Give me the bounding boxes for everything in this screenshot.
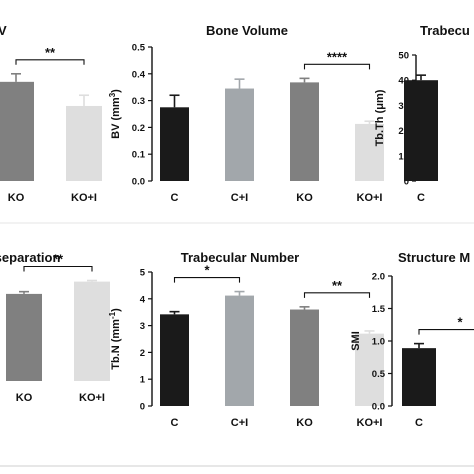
x-tick-label: KO <box>296 192 313 204</box>
significance-label: * <box>457 315 463 330</box>
y-axis-label: SMI <box>350 331 362 351</box>
significance-label: ** <box>53 252 64 267</box>
y-tick-label: 0.3 <box>132 96 145 107</box>
bar <box>0 81 34 181</box>
bar <box>225 88 254 181</box>
chart-title: Structure M <box>398 250 470 265</box>
significance-label: ** <box>332 278 343 293</box>
x-tick-label: KO+I <box>357 417 383 429</box>
chart-panel-1: TV KO KO+I ** <box>0 23 102 204</box>
bar <box>404 80 438 181</box>
y-tick-label: 10 <box>398 151 409 162</box>
y-tick-label: 30 <box>398 101 409 112</box>
x-tick-label: KO+I <box>79 392 105 404</box>
bar <box>355 333 384 406</box>
bar <box>74 281 110 381</box>
x-tick-label: C+I <box>231 192 248 204</box>
bar <box>66 105 102 181</box>
y-tick-label: 0 <box>140 402 145 413</box>
significance-label: * <box>204 263 210 278</box>
chart-title: r separation <box>0 250 60 265</box>
chart-title: Trabecular Number <box>181 250 300 265</box>
bar <box>160 107 189 181</box>
chart-title: Trabecu <box>420 23 470 38</box>
y-axis-label: Tb.N (mm-1) <box>108 308 123 370</box>
significance-bracket <box>303 63 371 70</box>
y-tick-label: 5 <box>140 268 146 279</box>
x-tick-label: KO <box>8 192 25 204</box>
x-tick-label: KO+I <box>357 192 383 204</box>
bar <box>160 314 189 406</box>
y-tick-label: 1 <box>140 375 146 386</box>
significance-bracket <box>303 292 371 298</box>
y-tick-label: 0 <box>404 177 409 188</box>
bar <box>355 123 384 181</box>
y-axis-label: BV (mm3) <box>108 89 123 139</box>
y-tick-label: 4 <box>140 294 146 305</box>
significance-label: ** <box>45 45 56 60</box>
significance-bracket <box>23 265 93 272</box>
chart-panel-2: Bone Volume 0.0 0.1 0.2 0.3 0.4 0.5 BV (mm3) C C+… <box>108 23 384 204</box>
chart-title: Bone Volume <box>206 23 288 38</box>
significance-label: **** <box>327 49 348 64</box>
x-tick-label: C+I <box>231 417 248 429</box>
x-tick-label: C <box>171 192 179 204</box>
y-tick-label: 0.4 <box>132 69 146 80</box>
x-tick-label: KO <box>16 392 33 404</box>
x-tick-label: KO+I <box>71 192 97 204</box>
significance-bracket <box>418 329 474 335</box>
y-tick-label: 2.0 <box>372 272 385 283</box>
y-tick-label: 0.5 <box>132 43 146 54</box>
bar <box>225 295 254 406</box>
y-tick-label: 0.1 <box>132 150 146 161</box>
chart-panel-6: Structure M0.00.51.01.52.0SMICC+* <box>350 250 474 429</box>
bar <box>402 348 436 406</box>
y-axis-label: Tb.Th (μm) <box>374 89 386 146</box>
y-tick-label: 40 <box>398 76 409 87</box>
y-tick-label: 0.0 <box>372 402 385 413</box>
y-tick-label: 3 <box>140 321 145 332</box>
x-tick-label: C <box>417 192 425 204</box>
y-tick-label: 2 <box>140 348 145 359</box>
x-tick-label: C <box>415 417 423 429</box>
significance-bracket <box>173 277 241 283</box>
bar <box>290 309 319 406</box>
y-tick-label: 1.0 <box>372 337 385 348</box>
y-tick-label: 1.5 <box>372 304 386 315</box>
chart-panel-5: Trabecular Number 0 1 2 3 4 5 Tb.N (mm-1) C C+I KO… <box>108 250 384 429</box>
significance-bracket <box>15 59 85 65</box>
x-tick-label: KO <box>296 417 313 429</box>
y-tick-label: 0.0 <box>132 177 145 188</box>
y-tick-label: 20 <box>398 126 409 137</box>
y-tick-label: 0.2 <box>132 123 145 134</box>
chart-panel-4: r separation KO KO+I ** <box>0 250 110 404</box>
y-tick-label: 0.5 <box>372 369 386 380</box>
bar <box>290 82 319 181</box>
x-tick-label: C <box>171 417 179 429</box>
bar <box>6 293 42 381</box>
chart-title: TV <box>0 23 7 38</box>
y-tick-label: 50 <box>398 51 409 62</box>
